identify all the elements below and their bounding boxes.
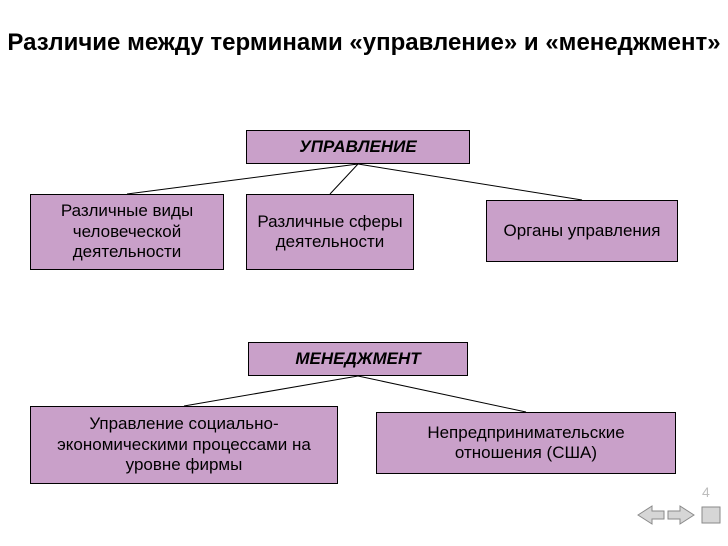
child-activities: Различные виды человеческой деятельности (30, 194, 224, 270)
page-number: 4 (702, 484, 710, 500)
child-spheres: Различные сферы деятельности (246, 194, 414, 270)
nav-next-icon[interactable] (666, 504, 696, 526)
nav-controls (636, 504, 726, 526)
child-bodies: Органы управления (486, 200, 678, 262)
child-non-entrepreneurial: Непредпринимательские отношения (США) (376, 412, 676, 474)
root-management-en: МЕНЕДЖМЕНТ (248, 342, 468, 376)
root-management-ru: УПРАВЛЕНИЕ (246, 130, 470, 164)
child-firm-processes: Управление социально-экономическими проц… (30, 406, 338, 484)
nav-prev-icon[interactable] (636, 504, 666, 526)
nav-stop-icon[interactable] (696, 504, 726, 526)
slide-title: Различие между терминами «управление» и … (0, 28, 728, 58)
